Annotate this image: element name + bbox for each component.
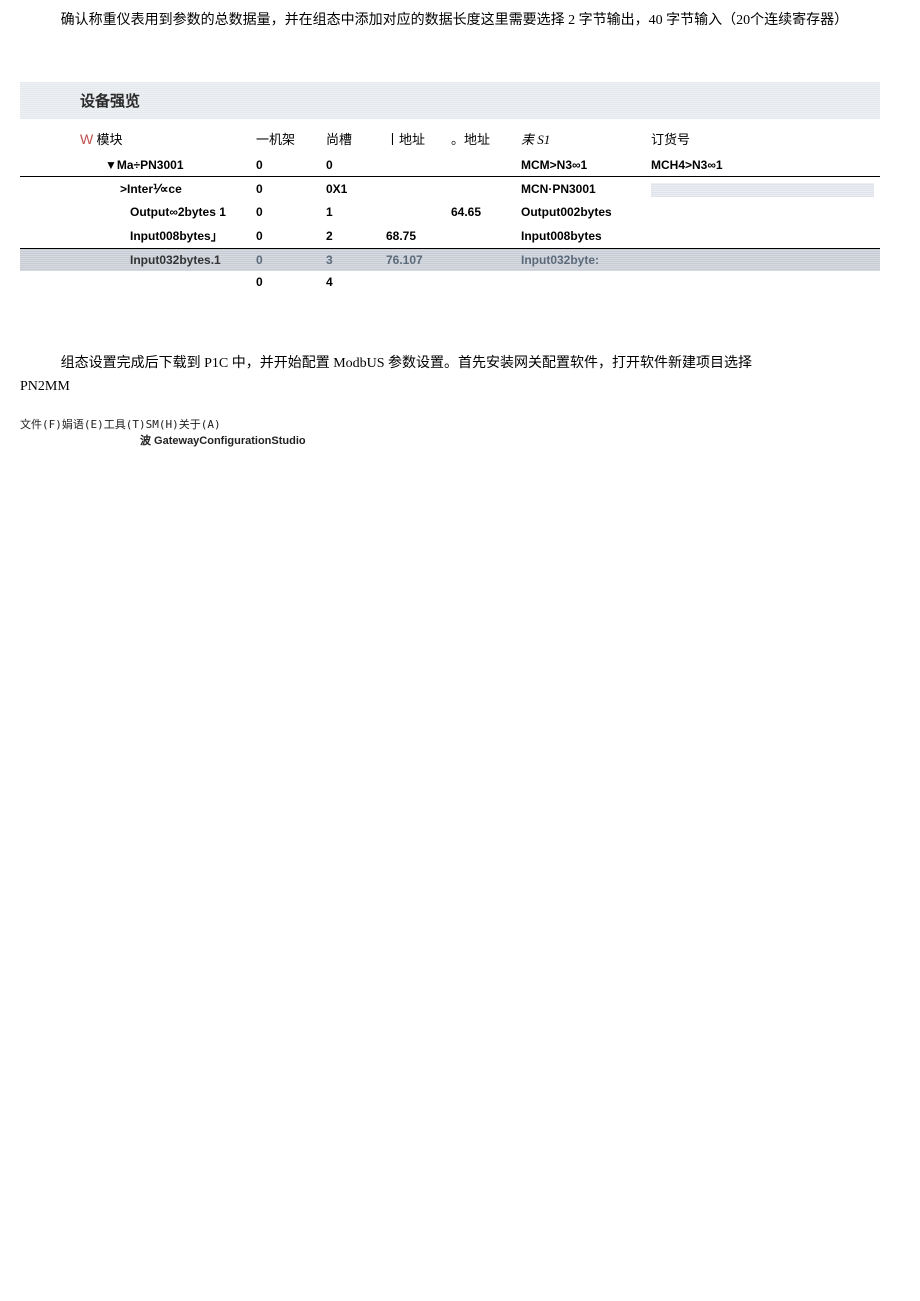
cell-oaddr [445, 154, 515, 177]
para2-line1: 组态设置完成后下载到 P1C 中，并开始配置 ModbUS 参数设置。首先安装网… [20, 353, 900, 375]
cell-oaddr [445, 249, 515, 272]
cell-module: Input032bytes.1 [20, 249, 250, 272]
hdr-module-label: 模块 [96, 132, 122, 147]
menu-line[interactable]: 文件(F)娟语(E)工具(T)SM(H)关于(A) [20, 416, 900, 432]
table-row[interactable]: >Inter⅟∝ce 0 0X1 MCN·PN3001 [20, 177, 880, 202]
cell-order [645, 249, 880, 272]
hdr-slot: 尚槽 [320, 119, 380, 154]
cell-order-text: MCH4>N3∞1 [651, 158, 723, 172]
cell-order [645, 271, 880, 293]
paragraph-2: 组态设置完成后下载到 P1C 中，并开始配置 ModbUS 参数设置。首先安装网… [0, 353, 920, 398]
cell-module: Input008bytes」 [20, 223, 250, 249]
hdr-order: 订货号 [645, 119, 880, 154]
hdr-rack: 一机架 [250, 119, 320, 154]
cell-type: Output002bytes [515, 201, 645, 223]
cell-iaddr [380, 177, 445, 202]
cell-order: MCH4>N3∞1 [645, 154, 880, 177]
cell-rack: 0 [250, 201, 320, 223]
cell-rack: 0 [250, 177, 320, 202]
device-table: W 模块 一机架 尚槽 丨地址 。地址 耒 S1 订货号 ▼Ma÷PN3001 … [20, 119, 880, 293]
table-row[interactable]: Input008bytes」 0 2 68.75 Input008bytes [20, 223, 880, 249]
intro-paragraph: 确认称重仪表用到参数的总数据量，并在组态中添加对应的数据长度这里需要选择 2 字… [0, 0, 920, 32]
app-menu-bar: 文件(F)娟语(E)工具(T)SM(H)关于(A) 波 GatewayConfi… [0, 416, 920, 448]
cell-type: Input008bytes [515, 223, 645, 249]
cell-type: Input032byte: [515, 249, 645, 272]
para2-line2: PN2MM [20, 379, 70, 394]
table-header-row: W 模块 一机架 尚槽 丨地址 。地址 耒 S1 订货号 [20, 119, 880, 154]
cell-rack: 0 [250, 154, 320, 177]
cell-iaddr: 76.107 [380, 249, 445, 272]
cell-oaddr [445, 223, 515, 249]
hdr-module-prefix: W [80, 131, 93, 147]
cell-type [515, 271, 645, 293]
cell-type: MCM>N3∞1 [515, 154, 645, 177]
cell-slot: 0X1 [320, 177, 380, 202]
hdr-type: 耒 S1 [515, 119, 645, 154]
cell-oaddr: 64.65 [445, 201, 515, 223]
table-row[interactable]: Output∞2bytes 1 0 1 64.65 Output002bytes [20, 201, 880, 223]
panel-title: 设备强览 [20, 82, 880, 119]
cell-type: MCN·PN3001 [515, 177, 645, 202]
cell-slot: 1 [320, 201, 380, 223]
cell-module [20, 271, 250, 293]
device-overview-panel: 设备强览 W 模块 一机架 尚槽 丨地址 。地址 耒 S1 订货号 ▼Ma÷PN… [20, 82, 880, 293]
table-row-selected[interactable]: Input032bytes.1 0 3 76.107 Input032byte: [20, 249, 880, 272]
cell-module: Output∞2bytes 1 [20, 201, 250, 223]
cell-rack: 0 [250, 249, 320, 272]
cell-slot: 4 [320, 271, 380, 293]
cell-iaddr [380, 271, 445, 293]
app-title: 波 GatewayConfigurationStudio [20, 432, 900, 448]
table-row[interactable]: ▼Ma÷PN3001 0 0 MCM>N3∞1 MCH4>N3∞1 [20, 154, 880, 177]
order-highlight [651, 183, 874, 197]
cell-module: >Inter⅟∝ce [20, 177, 250, 202]
cell-iaddr [380, 154, 445, 177]
cell-slot: 3 [320, 249, 380, 272]
cell-order [645, 177, 880, 202]
hdr-oaddr: 。地址 [445, 119, 515, 154]
cell-slot: 2 [320, 223, 380, 249]
cell-order [645, 201, 880, 223]
cell-oaddr [445, 271, 515, 293]
cell-rack: 0 [250, 271, 320, 293]
cell-order [645, 223, 880, 249]
cell-rack: 0 [250, 223, 320, 249]
cell-iaddr [380, 201, 445, 223]
cell-oaddr [445, 177, 515, 202]
hdr-module: W 模块 [20, 119, 250, 154]
cell-module: ▼Ma÷PN3001 [20, 154, 250, 177]
cell-slot: 0 [320, 154, 380, 177]
cell-iaddr: 68.75 [380, 223, 445, 249]
table-row[interactable]: 0 4 [20, 271, 880, 293]
intro-text: 确认称重仪表用到参数的总数据量，并在组态中添加对应的数据长度这里需要选择 2 字… [20, 10, 900, 32]
hdr-iaddr: 丨地址 [380, 119, 445, 154]
